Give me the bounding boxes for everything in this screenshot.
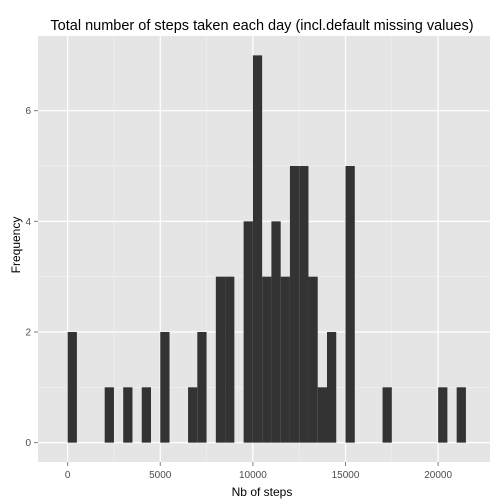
y-axis-ticks: 0 2 4 6	[25, 106, 38, 449]
y-tick-label: 0	[25, 438, 31, 449]
x-tick-label: 20000	[424, 470, 452, 481]
y-tick-label: 6	[25, 106, 31, 117]
histogram-bars	[67, 55, 466, 443]
histogram-bar	[271, 221, 281, 443]
x-tick-label: 0	[65, 470, 71, 481]
histogram-bar	[280, 276, 290, 443]
histogram-bar	[215, 276, 226, 443]
x-tick-label: 5000	[149, 470, 172, 481]
histogram-bar	[345, 166, 355, 443]
chart-title: Total number of steps taken each day (in…	[50, 18, 473, 34]
y-axis-title: Frequency	[9, 217, 23, 274]
x-axis-ticks: 0 5000 10000 15000 20000	[65, 462, 452, 481]
histogram-bar	[317, 387, 327, 443]
histogram-bar	[326, 331, 337, 443]
histogram-bar	[141, 387, 151, 443]
x-tick-label: 15000	[332, 470, 360, 481]
histogram-bar	[299, 166, 309, 443]
x-tick-label: 10000	[239, 470, 267, 481]
histogram-bar	[382, 387, 392, 443]
histogram-bar	[188, 387, 198, 443]
histogram-bar	[243, 221, 253, 443]
histogram-bar	[289, 166, 300, 443]
histogram-bar	[225, 276, 235, 443]
histogram-bar	[160, 331, 170, 443]
histogram-bar	[456, 387, 466, 443]
histogram-bar	[252, 55, 263, 443]
histogram-bar	[308, 276, 318, 443]
histogram-bar	[438, 387, 448, 443]
x-axis-title: Nb of steps	[232, 485, 293, 499]
histogram-bar	[67, 331, 77, 443]
histogram-bar	[104, 387, 114, 443]
y-tick-label: 2	[25, 327, 31, 338]
histogram-bar	[262, 276, 272, 443]
y-tick-label: 4	[25, 217, 31, 228]
histogram-bar	[123, 387, 133, 443]
histogram-bar	[197, 331, 207, 443]
